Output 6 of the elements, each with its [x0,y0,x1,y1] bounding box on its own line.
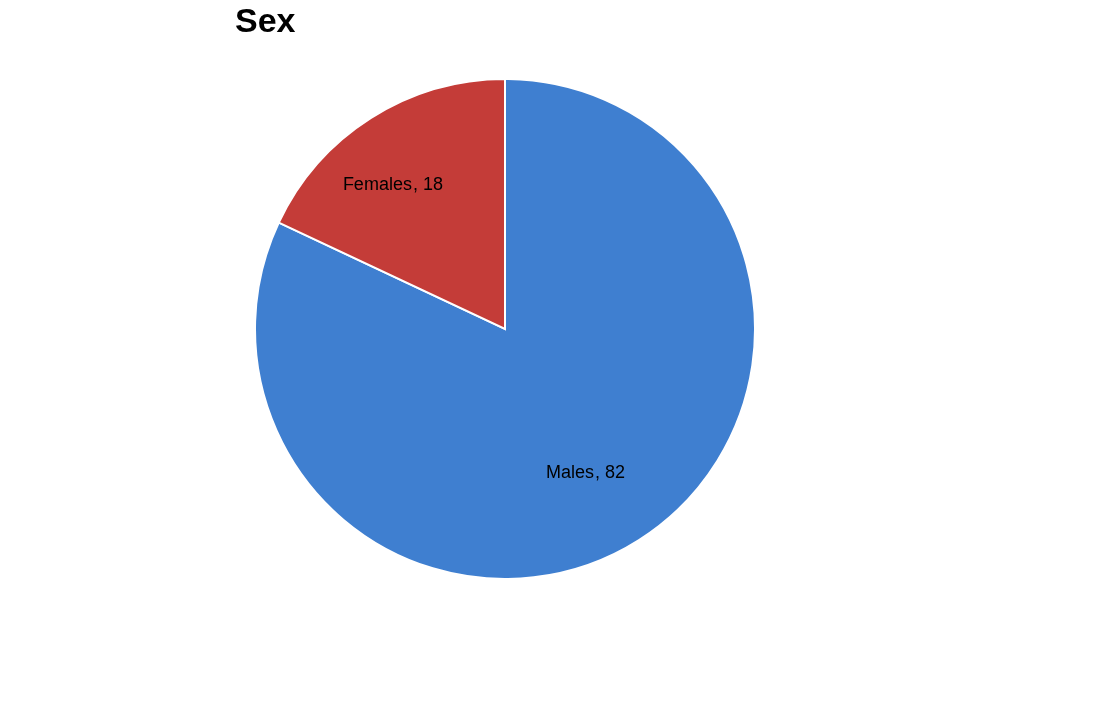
data-label: , 82 [595,461,626,482]
slice-label: Females [342,174,412,195]
chart-title: Sex [235,1,296,39]
data-label: , 18 [412,174,443,195]
pie-slice [254,78,756,580]
slice-label: Males [546,461,595,482]
